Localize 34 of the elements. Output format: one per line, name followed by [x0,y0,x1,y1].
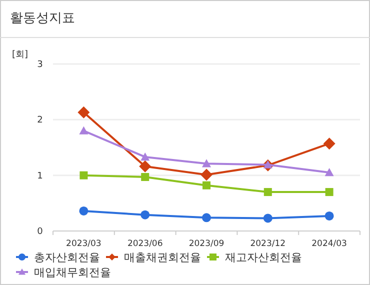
point [263,214,272,223]
point [200,168,212,181]
point [264,188,272,196]
x-tick-label: 2023/12 [250,239,286,249]
y-tick-label: 1 [37,171,43,182]
point [263,160,272,168]
point [79,126,88,134]
point [80,171,88,180]
point [324,168,334,176]
y-tick-label: 2 [37,116,43,126]
point [202,159,211,168]
point [78,106,90,118]
y-tick-label: 0 [37,227,44,237]
point [139,160,152,172]
y-axis-title: [회] [12,50,28,60]
y-tick-label: 3 [37,60,43,70]
point [202,213,211,222]
legend-label: 매입채무회전율 [34,266,111,279]
point [324,211,334,220]
point [140,210,150,220]
legend-label: 매출채권회전율 [124,251,201,264]
point [141,173,150,182]
x-tick-label: 2023/09 [188,239,224,249]
point [325,188,334,196]
legend-label: 재고자산회전율 [225,251,302,264]
point [79,206,88,216]
point [202,181,210,190]
point [323,138,336,150]
legend-label: 총자산회전율 [34,251,100,264]
x-tick-label: 2024/03 [312,239,347,249]
point [140,152,150,161]
title: 활동성지표 [10,11,75,26]
x-tick-label: 2023/06 [127,239,163,249]
x-tick-label: 2023/03 [66,239,102,249]
